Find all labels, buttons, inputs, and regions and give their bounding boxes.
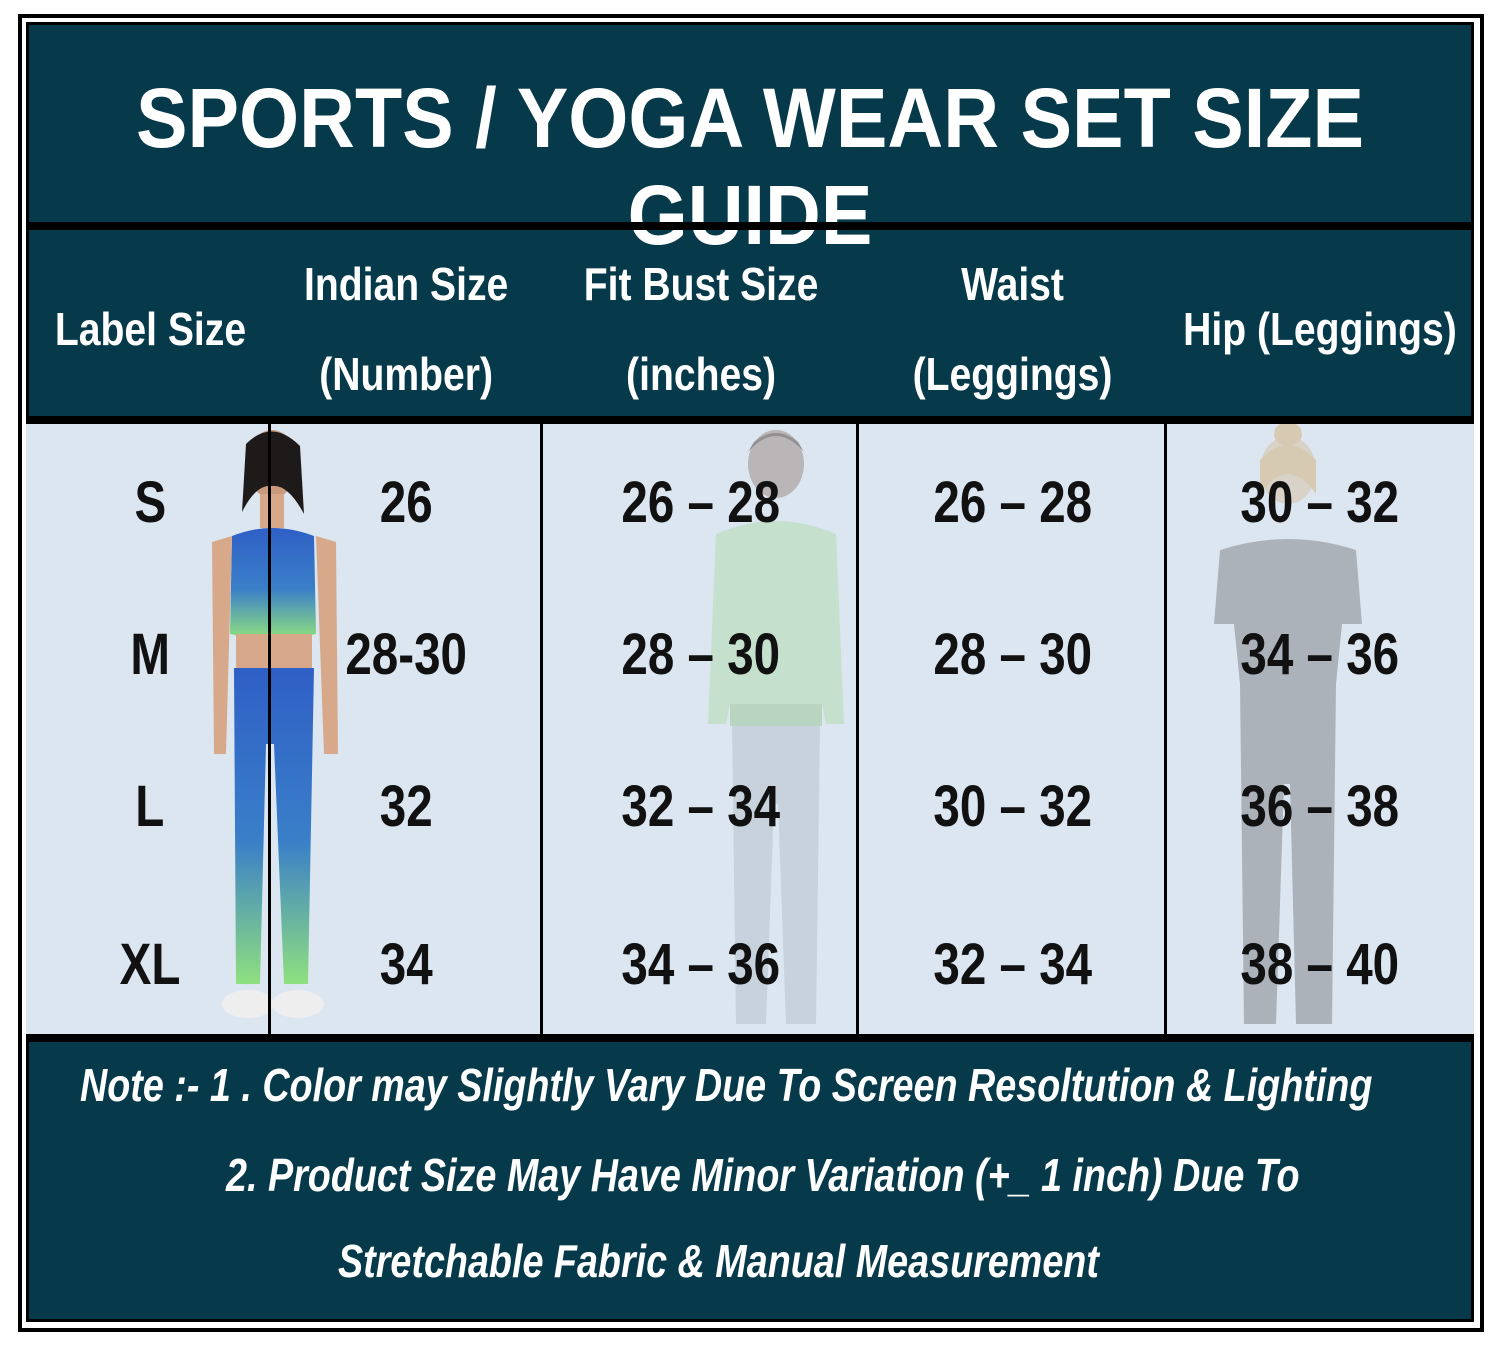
cell-label-xl: XL: [40, 924, 260, 1004]
header-waist-line1: Waist: [961, 258, 1065, 311]
header-divider: [26, 416, 1474, 424]
title-divider: [26, 222, 1474, 230]
cell-text: 26 – 28: [933, 469, 1093, 535]
cell-waist-s: 26 – 28: [860, 462, 1166, 542]
cell-indian-s: 26: [272, 462, 540, 542]
header-indian-size: Indian Size (Number): [272, 240, 540, 420]
header-bust-size: Fit Bust Size (inches): [545, 240, 857, 420]
cell-text: 28 – 30: [933, 621, 1093, 687]
note-line-2-text: 2. Product Size May Have Minor Variation…: [226, 1149, 1300, 1201]
cell-text: 30 – 32: [1240, 469, 1400, 535]
header-label-size: Label Size: [40, 240, 260, 420]
cell-label-s: S: [40, 462, 260, 542]
cell-hip-m: 34 – 36: [1168, 614, 1472, 694]
cell-bust-m: 28 – 30: [545, 614, 857, 694]
cell-bust-s: 26 – 28: [545, 462, 857, 542]
cell-text: 26 – 28: [621, 469, 781, 535]
body-divider: [26, 1034, 1474, 1042]
cell-indian-m: 28-30: [272, 614, 540, 694]
cell-text: S: [134, 469, 166, 535]
cell-text: 34: [379, 931, 433, 997]
cell-text: 34 – 36: [621, 931, 781, 997]
model-grey-set-image: [1214, 424, 1362, 1024]
note-line-2: 2. Product Size May Have Minor Variation…: [226, 1148, 1500, 1202]
note-line-1: Note :- 1 . Color may Slightly Vary Due …: [80, 1058, 1500, 1112]
cell-indian-l: 32: [272, 766, 540, 846]
cell-text: 28-30: [345, 621, 467, 687]
cell-hip-l: 36 – 38: [1168, 766, 1472, 846]
cell-text: M: [130, 621, 170, 687]
cell-text: 32: [379, 773, 433, 839]
table-body: [26, 424, 1474, 1036]
header-indian-size-line1: Indian Size: [303, 258, 509, 311]
note-line-3-text: Stretchable Fabric & Manual Measurement: [338, 1235, 1099, 1287]
cell-waist-m: 28 – 30: [860, 614, 1166, 694]
cell-waist-l: 30 – 32: [860, 766, 1166, 846]
cell-label-m: M: [40, 614, 260, 694]
header-hip-text: Hip (Leggings): [1183, 303, 1457, 356]
header-bust-size-line1: Fit Bust Size: [583, 258, 819, 311]
note-line-1-text: Note :- 1 . Color may Slightly Vary Due …: [80, 1059, 1373, 1111]
column-divider-3: [856, 424, 859, 1036]
column-divider-4: [1164, 424, 1167, 1036]
cell-text: XL: [119, 931, 181, 997]
cell-text: 36 – 38: [1240, 773, 1400, 839]
header-indian-size-line2: (Number): [319, 348, 493, 400]
cell-text: 32 – 34: [621, 773, 781, 839]
cell-indian-xl: 34: [272, 924, 540, 1004]
column-divider-2: [540, 424, 543, 1036]
header-waist-line2: (Leggings): [913, 348, 1113, 400]
cell-text: 34 – 36: [1240, 621, 1400, 687]
column-divider-1: [268, 424, 271, 1036]
header-label-size-text: Label Size: [54, 303, 246, 356]
cell-hip-s: 30 – 32: [1168, 462, 1472, 542]
cell-label-l: L: [40, 766, 260, 846]
model-jacket-set-image: [708, 430, 844, 1024]
cell-text: 38 – 40: [1240, 931, 1400, 997]
cell-waist-xl: 32 – 34: [860, 924, 1166, 1004]
header-bust-size-line2: (inches): [626, 348, 776, 400]
cell-bust-xl: 34 – 36: [545, 924, 857, 1004]
cell-text: L: [135, 773, 165, 839]
cell-text: 28 – 30: [621, 621, 781, 687]
cell-text: 30 – 32: [933, 773, 1093, 839]
note-line-3: Stretchable Fabric & Manual Measurement: [338, 1234, 1266, 1288]
cell-text: 32 – 34: [933, 931, 1093, 997]
model-gradient-set-image: [212, 430, 338, 1018]
page-title: SPORTS / YOGA WEAR SET SIZE GUIDE: [135, 71, 1365, 262]
cell-bust-l: 32 – 34: [545, 766, 857, 846]
cell-text: 26: [379, 469, 433, 535]
header-hip: Hip (Leggings): [1168, 240, 1472, 420]
cell-hip-xl: 38 – 40: [1168, 924, 1472, 1004]
header-waist: Waist (Leggings): [860, 240, 1166, 420]
